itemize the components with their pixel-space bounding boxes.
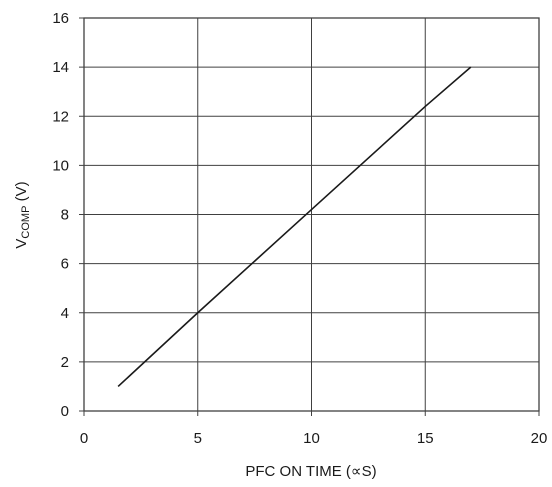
- y-tick-label: 4: [61, 305, 69, 322]
- y-tick-label: 8: [61, 207, 69, 224]
- y-axis-title: VCOMP (V): [13, 181, 32, 248]
- y-tick-label: 0: [61, 403, 69, 420]
- x-tick-labels: 0 5 10 15 20: [80, 430, 548, 447]
- y-tick-label: 10: [52, 157, 69, 174]
- x-tick-label: 15: [417, 430, 434, 447]
- grid: [84, 18, 539, 411]
- plot-frame: [79, 17, 540, 416]
- y-axis-title-suffix: (V): [13, 181, 30, 205]
- x-tick-label: 20: [531, 430, 548, 447]
- y-tick-label: 12: [52, 108, 69, 125]
- y-tick-label: 14: [52, 59, 69, 76]
- y-tick-label: 2: [61, 354, 69, 371]
- x-tick-label: 0: [80, 430, 88, 447]
- y-axis-title-subscript: COMP: [20, 206, 32, 239]
- series-layer: [117, 66, 472, 388]
- x-tick-label: 5: [194, 430, 202, 447]
- y-tick-label: 16: [52, 10, 69, 27]
- x-axis-title: PFC ON TIME (∝S): [245, 463, 376, 480]
- y-tick-label: 6: [61, 256, 69, 273]
- y-axis-title-main: V: [13, 239, 30, 249]
- series-line-0: [117, 66, 472, 388]
- x-tick-label: 10: [303, 430, 320, 447]
- y-tick-labels: 0 2 4 6 8 10 12 14 16: [52, 10, 69, 420]
